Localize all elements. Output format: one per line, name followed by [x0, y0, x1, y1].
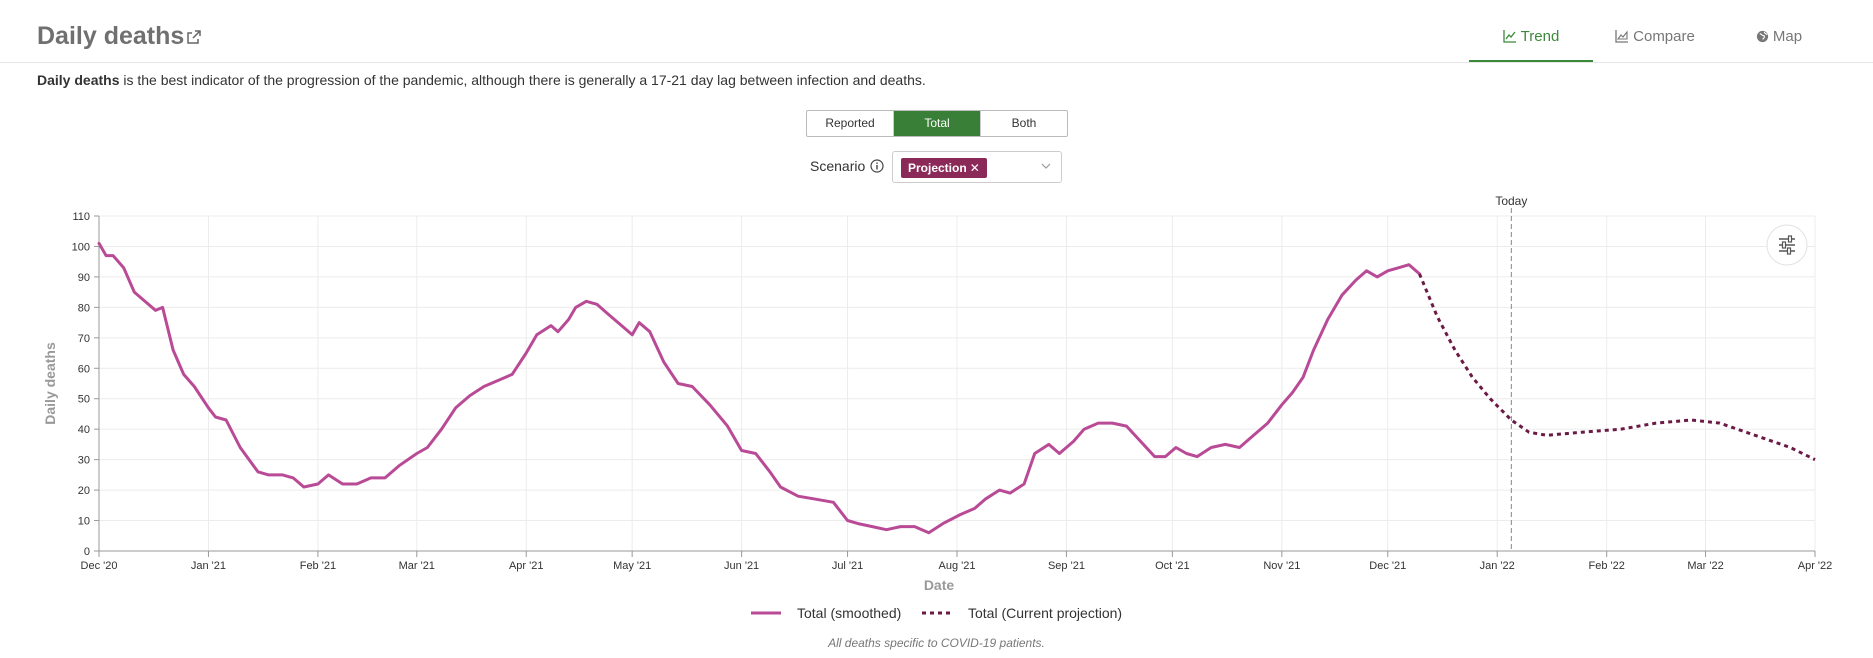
description-text: is the best indicator of the progression…	[119, 72, 926, 88]
x-tick-label: Aug '21	[939, 560, 976, 572]
x-tick-label: Mar '22	[1687, 560, 1723, 572]
y-tick-label: 110	[72, 211, 90, 223]
line-chart-icon	[1503, 30, 1516, 43]
x-tick-label: Jan '22	[1480, 560, 1515, 572]
sliders-icon	[1787, 235, 1793, 243]
page-header: Daily deaths Trend Compare Map	[0, 0, 1873, 63]
scenario-select[interactable]: Projection ✕	[892, 151, 1062, 183]
tab-map[interactable]: Map	[1717, 0, 1841, 62]
tab-compare[interactable]: Compare	[1593, 0, 1717, 62]
y-tick-label: 60	[78, 363, 90, 375]
tab-label: Map	[1772, 28, 1803, 45]
globe-icon	[1756, 30, 1768, 43]
x-tick-label: Nov '21	[1263, 560, 1300, 572]
tab-label: Compare	[1633, 28, 1695, 45]
chip-label: Projection	[908, 161, 967, 175]
data-type-toggle: Reported Total Both	[806, 110, 1068, 137]
x-tick-label: Apr '22	[1798, 560, 1833, 572]
x-tick-label: Jun '21	[724, 560, 759, 572]
y-tick-label: 50	[78, 394, 90, 406]
description: Daily deaths is the best indicator of th…	[37, 72, 926, 88]
series-line-projection	[1418, 273, 1816, 461]
y-tick-label: 40	[78, 424, 90, 436]
area-chart-icon	[1615, 30, 1629, 43]
chevron-down-icon[interactable]	[1041, 161, 1051, 171]
scenario-label: Scenario	[810, 158, 866, 174]
y-tick-label: 100	[72, 241, 90, 253]
x-tick-label: Mar '21	[399, 560, 435, 572]
x-tick-label: Dec '20	[81, 560, 118, 572]
x-tick-label: Oct '21	[1155, 560, 1190, 572]
legend-label-projection: Total (Current projection)	[968, 605, 1122, 621]
sliders-icon	[1781, 241, 1787, 249]
y-tick-label: 80	[78, 302, 90, 314]
series-line-smoothed	[97, 241, 1421, 535]
y-tick-label: 70	[78, 333, 90, 345]
y-tick-label: 0	[84, 546, 90, 558]
page-title: Daily deaths	[37, 22, 185, 50]
y-axis-title: Daily deaths	[42, 342, 58, 425]
y-tick-label: 10	[78, 516, 90, 528]
sliders-icon	[1786, 247, 1792, 255]
daily-deaths-chart: 0 10 20 30 40 50 60 70 80 90 100 110 Dec '20 Jan '21 F…	[42, 194, 1833, 621]
scenario-chip[interactable]: Projection ✕	[901, 158, 987, 178]
x-tick-label: Apr '21	[509, 560, 544, 572]
x-axis-title: Date	[924, 577, 955, 593]
x-tick-label: Feb '22	[1588, 560, 1624, 572]
x-tick-label: Feb '21	[300, 560, 336, 572]
x-tick-label: Jul '21	[832, 560, 863, 572]
description-bold: Daily deaths	[37, 72, 120, 88]
y-tick-label: 90	[78, 272, 90, 284]
toggle-total[interactable]: Total	[894, 111, 981, 136]
x-tick-label: May '21	[613, 560, 651, 572]
y-tick-label: 20	[78, 485, 90, 497]
tab-label: Trend	[1520, 28, 1560, 45]
external-link-icon[interactable]	[186, 29, 202, 45]
tab-trend[interactable]: Trend	[1469, 0, 1593, 62]
y-tick-label: 30	[78, 455, 90, 467]
x-tick-label: Sep '21	[1048, 560, 1085, 572]
info-icon[interactable]	[870, 159, 884, 173]
today-label: Today	[1495, 194, 1527, 208]
legend-label-smoothed: Total (smoothed)	[797, 605, 901, 621]
x-tick-label: Dec '21	[1369, 560, 1406, 572]
x-tick-label: Jan '21	[191, 560, 226, 572]
toggle-both[interactable]: Both	[1011, 116, 1037, 130]
chip-remove-icon[interactable]: ✕	[969, 161, 980, 175]
footnote: All deaths specific to COVID-19 patients…	[828, 636, 1045, 650]
toggle-reported[interactable]: Reported	[807, 111, 894, 136]
